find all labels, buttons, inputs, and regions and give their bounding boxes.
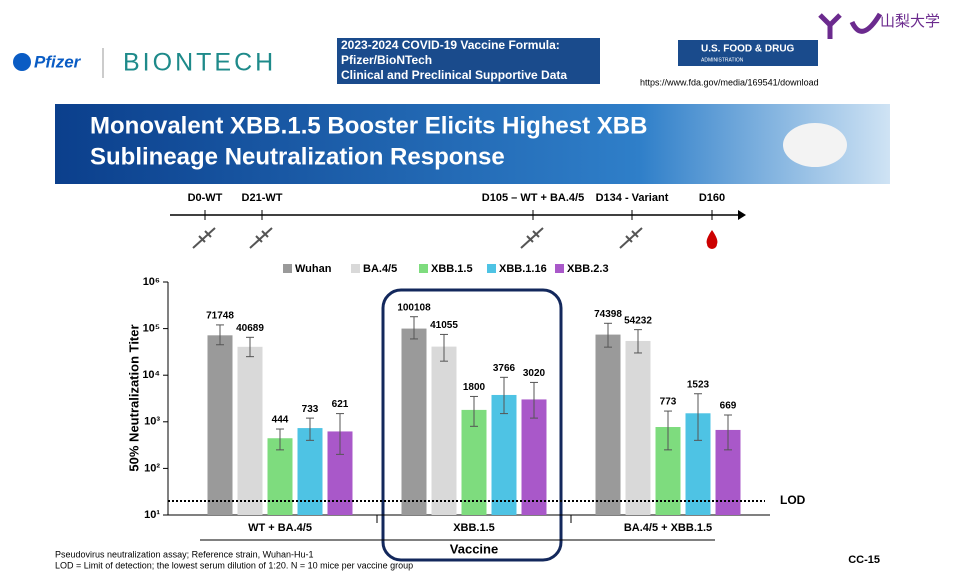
footnote: LOD = Limit of detection; the lowest ser…	[55, 560, 413, 570]
y-tick-label: 10⁶	[143, 276, 160, 288]
value-label: 621	[332, 399, 349, 410]
fda: U.S. FOOD & DRUG	[701, 44, 795, 55]
bar	[238, 347, 263, 515]
value-label: 1800	[463, 382, 486, 393]
legend-label: XBB.1.5	[431, 263, 473, 275]
value-label: 40689	[236, 323, 264, 334]
university: 山梨大学	[880, 13, 940, 30]
y-tick-label: 10³	[144, 416, 160, 428]
y-tick-label: 10⁵	[143, 323, 160, 335]
timeline-label: D21-WT	[242, 192, 283, 204]
syringe-icon	[250, 228, 272, 248]
value-label: 3766	[493, 363, 516, 374]
legend-swatch	[351, 264, 360, 273]
blood-drop-icon	[707, 230, 718, 249]
footnote: Pseudovirus neutralization assay; Refere…	[55, 549, 313, 559]
timeline-arrow	[738, 210, 746, 220]
legend-swatch	[487, 264, 496, 273]
legend-label: XBB.1.16	[499, 263, 547, 275]
title: Sublineage Neutralization Response	[90, 143, 505, 170]
syringe-icon	[521, 228, 543, 248]
syringe-icon	[193, 228, 215, 248]
y-tick-label: 10²	[144, 462, 160, 474]
x-tick-label: XBB.1.5	[453, 522, 495, 534]
timeline-label: D160	[699, 192, 725, 204]
value-label: 1523	[687, 379, 710, 390]
value-label: 41055	[430, 320, 458, 331]
x-tick-label: WT + BA.4/5	[248, 522, 312, 534]
y-tick-label: 10⁴	[142, 369, 160, 381]
value-label: 733	[302, 404, 319, 415]
box-line: Pfizer/BioNTech	[341, 53, 432, 67]
legend-swatch	[283, 264, 292, 273]
syringe-icon	[620, 228, 642, 248]
slide-id: CC-15	[848, 554, 880, 566]
url: https://www.fda.gov/media/169541/downloa…	[640, 77, 819, 87]
timeline-label: D134 - Variant	[596, 192, 669, 204]
value-label: 100108	[397, 302, 431, 313]
bar	[596, 335, 621, 515]
pfizer: Pfizer	[34, 52, 82, 71]
bar	[626, 341, 651, 515]
university-logo	[820, 14, 880, 39]
y-tick-label: 10¹	[144, 509, 160, 521]
timeline-label: D105 – WT + BA.4/5	[482, 192, 584, 204]
box-line: Clinical and Preclinical Supportive Data	[341, 68, 567, 82]
value-label: 54232	[624, 315, 652, 326]
x-tick-label: BA.4/5 + XBB.1.5	[624, 522, 712, 534]
bar	[432, 347, 457, 515]
timeline-label: D0-WT	[188, 192, 223, 204]
legend-label: Wuhan	[295, 263, 332, 275]
mouse-image	[783, 123, 847, 167]
box-line: 2023-2024 COVID-19 Vaccine Formula:	[341, 38, 560, 52]
value-label: 3020	[523, 368, 546, 379]
value-label: 669	[720, 401, 737, 412]
value-label: 444	[272, 415, 289, 426]
fda-sub: ADMINISTRATION	[701, 57, 744, 63]
legend-label: BA.4/5	[363, 263, 397, 275]
value-label: 71748	[206, 311, 234, 322]
legend-swatch	[419, 264, 428, 273]
bar	[402, 329, 427, 515]
bar	[208, 335, 233, 515]
biontech: BIONTECH	[123, 49, 276, 77]
title: Monovalent XBB.1.5 Booster Elicits Highe…	[90, 112, 647, 139]
legend-label: XBB.2.3	[567, 263, 609, 275]
value-label: 74398	[594, 309, 622, 320]
value-label: 773	[660, 397, 677, 408]
slide: Pfizer BIONTECH 2023-2024 COVID-19 Vacci…	[0, 0, 954, 581]
x-axis-label: Vaccine	[450, 541, 498, 556]
lod-label: LOD	[780, 493, 806, 507]
y-axis-label: 50% Neutralization Titer	[126, 324, 141, 471]
legend-swatch	[555, 264, 564, 273]
pfizer-logo	[13, 53, 31, 71]
